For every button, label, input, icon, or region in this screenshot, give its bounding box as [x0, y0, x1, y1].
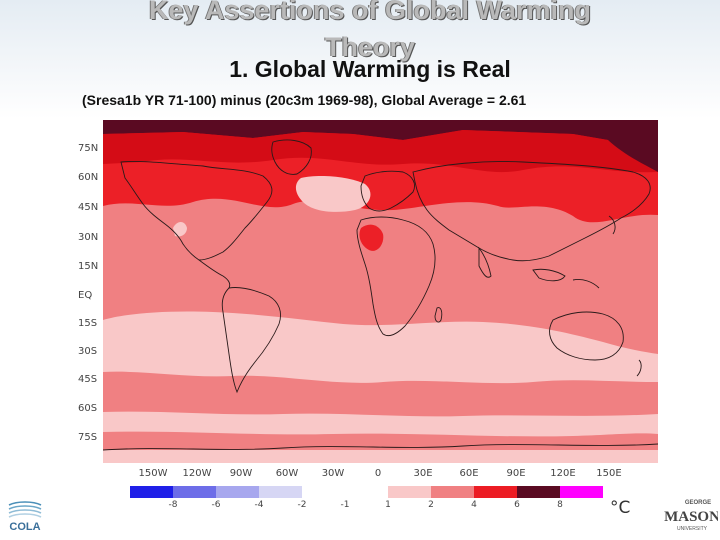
colorbar-swatch — [302, 486, 345, 498]
colorbar-label: -2 — [297, 500, 307, 510]
lat-label-15n: 15N — [78, 261, 99, 272]
colorbar-units: °C — [610, 498, 631, 518]
antarctic-edge-band — [103, 431, 658, 450]
cola-logo-text: COLA — [9, 521, 40, 533]
lon-label-30w: 30W — [321, 468, 345, 479]
colorbar-label: -1 — [340, 500, 350, 510]
colorbar-label: 8 — [557, 500, 563, 510]
cola-logo: COLA — [8, 501, 42, 533]
colorbar-label: 2 — [428, 500, 434, 510]
indian-ocean-light-patch — [539, 349, 593, 374]
lat-label-60s: 60S — [78, 403, 98, 414]
coastlines — [103, 139, 658, 451]
lat-label-75s: 75S — [78, 432, 98, 443]
arctic-strip-edge — [103, 130, 608, 151]
gmu-logo-george: GEORGE — [685, 500, 711, 506]
colorbar-swatch — [474, 486, 517, 498]
colorbar-swatch — [388, 486, 431, 498]
lat-label-30n: 30N — [78, 232, 99, 243]
colorbar-label: 4 — [471, 500, 477, 510]
lat-label-60n: 60N — [78, 172, 99, 183]
slide-subtitle: 1. Global Warming is Real — [229, 56, 511, 82]
lon-label-150w: 150W — [138, 468, 168, 479]
george-mason-logo: GEORGE MASON UNIVERSITY — [664, 500, 718, 532]
colorbar-swatch — [173, 486, 216, 498]
gmu-logo-mason: MASON — [664, 509, 718, 525]
slide-title-line-2: Theory — [324, 32, 416, 62]
lat-label-eq: EQ — [78, 290, 93, 301]
lat-label-30s: 30S — [78, 346, 98, 357]
extreme-polar-region — [103, 120, 658, 172]
lat-label-75n: 75N — [78, 143, 99, 154]
lon-label-150e: 150E — [596, 468, 622, 479]
lon-label-90e: 90E — [506, 468, 526, 479]
slide-title-line-1: Key Assertions of Global Warming — [148, 0, 592, 25]
lon-label-60w: 60W — [275, 468, 299, 479]
lon-label-30e: 30E — [413, 468, 433, 479]
temperature-change-map — [103, 120, 658, 463]
lat-label-45n: 45N — [78, 202, 99, 213]
sahara-warm-patch — [359, 224, 384, 251]
colorbar-swatch — [259, 486, 302, 498]
colorbar-swatch — [431, 486, 474, 498]
colorbar-swatch — [130, 486, 173, 498]
lat-label-45s: 45S — [78, 374, 98, 385]
colorbar-label: -4 — [254, 500, 264, 510]
colorbar-label: 1 — [385, 500, 391, 510]
lon-label-60e: 60E — [459, 468, 479, 479]
lon-label-90w: 90W — [229, 468, 253, 479]
lon-label-120e: 120E — [550, 468, 576, 479]
map-caption: (Sresa1b YR 71-100) minus (20c3m 1969-98… — [82, 92, 527, 108]
lat-label-15s: 15S — [78, 318, 98, 329]
colorbar-label: 6 — [514, 500, 520, 510]
colorbar-swatch — [216, 486, 259, 498]
colorbar-swatch — [517, 486, 560, 498]
southern-ocean-light-band — [103, 311, 658, 384]
lon-label-120w: 120W — [182, 468, 212, 479]
gmu-logo-university: UNIVERSITY — [677, 526, 708, 532]
colorbar-swatch — [560, 486, 603, 498]
north-pacific-light-patch — [173, 222, 187, 237]
colorbar-label: -6 — [211, 500, 221, 510]
lon-label-0: 0 — [374, 468, 382, 479]
colorbar-label: -8 — [168, 500, 178, 510]
north-atlantic-light-patch — [295, 176, 371, 212]
